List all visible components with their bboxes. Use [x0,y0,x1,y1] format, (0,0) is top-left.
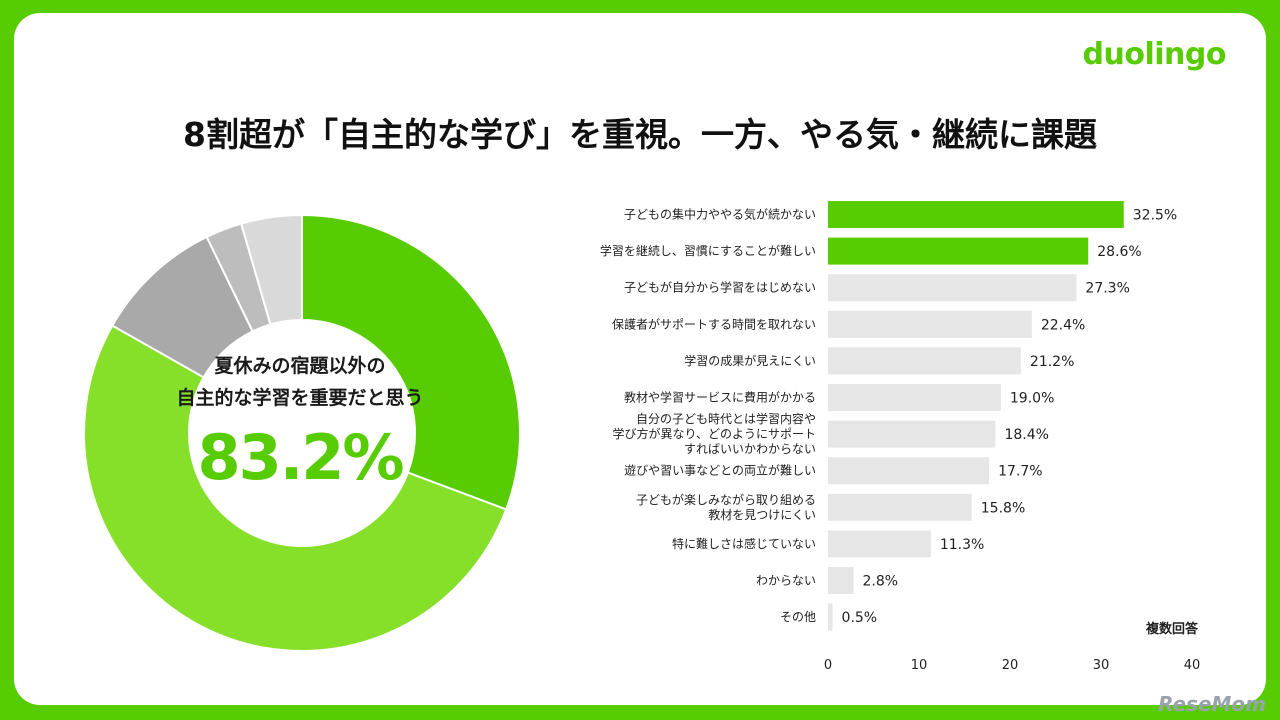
bar-value-label-12: 0.5% [842,610,878,626]
x-tick-label-40: 40 [1184,658,1201,673]
donut-slice-5 [239,213,303,326]
bar-10 [828,530,931,558]
category-label-9-1: 子どもが楽しみながら取り組める [636,492,816,507]
bar-5 [828,347,1021,375]
donut-slice-2 [83,324,508,652]
bar-value-label-10: 11.3% [940,537,984,553]
category-label-7-3: すればいいかわからない [684,442,816,456]
bar-11 [828,567,854,594]
x-tick-label-20: 20 [1002,658,1019,673]
category-label-9-2: 教材を見つけにくい [708,507,816,522]
category-label-10: 特に難しさは感じていない [672,536,816,551]
category-label-7-2: 学び方が異なり、どのようにサポート [612,426,816,441]
bar-value-label-5: 21.2% [1030,354,1074,370]
card: duolingo 8割超が「自主的な学び」を重視。一方、やる気・継続に課題 夏休… [14,13,1266,705]
bar-6 [828,384,1001,411]
page-title: 8割超が「自主的な学び」を重視。一方、やる気・継続に課題 [183,115,1097,154]
x-tick-label-30: 30 [1093,658,1110,673]
bar-value-label-9: 15.8% [981,500,1025,516]
category-label-1: 子どもの集中力ややる気が続かない [624,207,816,222]
category-label-8: 遊びや習い事などとの両立が難しい [624,463,816,478]
category-label-2: 学習を継続し、習慣にすることが難しい [600,243,816,258]
bar-value-label-4: 22.4% [1041,317,1085,333]
bar-value-label-2: 28.6% [1097,244,1141,260]
duolingo-logo: duolingo [1082,37,1227,72]
category-label-12: その他 [780,610,816,624]
bar-value-label-1: 32.5% [1133,208,1177,224]
bar-chart: 32.5% 子どもの集中力ややる気が続かない 28.6% 学習を継続し、習慣にすること… [600,201,1201,673]
category-label-3: 子どもが自分から学習をはじめない [624,280,816,295]
x-tick-label-10: 10 [911,658,928,673]
bar-value-label-3: 27.3% [1085,281,1129,297]
bar-4 [828,310,1032,338]
donut-center-value: 83.2% [197,421,404,494]
bar-value-label-11: 2.8% [862,574,898,590]
donut-slice-1 [301,213,521,511]
category-label-5: 学習の成果が見えにくい [684,353,816,368]
category-label-7-1: 自分の子ども時代とは学習内容や [636,411,816,426]
x-tick-label-0: 0 [824,658,832,673]
donut-label-line1: 夏休みの宿題以外の [214,355,386,377]
donut-chart [83,213,521,652]
bar-8 [828,457,990,485]
bar-7 [828,420,996,448]
bar-value-label-6: 19.0% [1010,391,1054,407]
bar-2 [828,237,1089,265]
bar-12 [828,603,833,631]
bar-1 [828,201,1124,228]
donut-label-line2: 自主的な学習を重要だと思う [176,387,424,409]
bar-value-label-8: 17.7% [998,464,1042,480]
category-label-6: 教材や学習サービスに費用がかかる [624,390,816,405]
bar-3 [828,274,1077,302]
category-label-4: 保護者がサポートする時間を取れない [612,316,816,331]
bar-9 [828,493,972,521]
category-label-11: わからない [756,574,816,588]
bar-value-label-7: 18.4% [1004,427,1048,443]
multiple-answer-note: 複数回答 [1146,622,1199,637]
resemom-watermark: ReseMom [1158,692,1266,716]
